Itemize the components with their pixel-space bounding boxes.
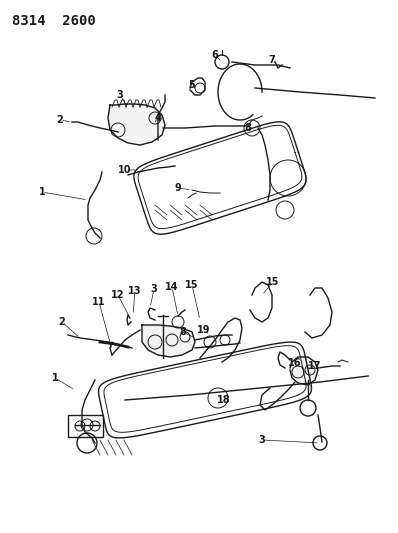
Text: 10: 10 <box>118 165 132 175</box>
Text: 3: 3 <box>259 435 265 445</box>
Text: 17: 17 <box>308 361 322 371</box>
Text: 8: 8 <box>179 327 186 337</box>
Text: 3: 3 <box>117 90 123 100</box>
Polygon shape <box>108 104 165 145</box>
Text: 16: 16 <box>288 358 302 368</box>
Text: 4: 4 <box>155 113 161 123</box>
Text: 19: 19 <box>197 325 211 335</box>
Text: 18: 18 <box>217 395 231 405</box>
Text: 15: 15 <box>266 277 280 287</box>
Polygon shape <box>290 357 318 385</box>
Text: 7: 7 <box>269 55 275 65</box>
Polygon shape <box>142 325 195 357</box>
Text: 2: 2 <box>57 115 63 125</box>
Text: 15: 15 <box>185 280 199 290</box>
Text: 13: 13 <box>128 286 142 296</box>
Text: 3: 3 <box>150 284 157 294</box>
Text: 6: 6 <box>212 50 219 60</box>
Text: 8314  2600: 8314 2600 <box>12 14 96 28</box>
Text: 8: 8 <box>244 123 252 133</box>
Text: 5: 5 <box>189 80 195 90</box>
Text: 11: 11 <box>92 297 106 307</box>
Text: 12: 12 <box>111 290 125 300</box>
Text: 2: 2 <box>59 317 65 327</box>
Text: 14: 14 <box>165 282 179 292</box>
Text: 1: 1 <box>39 187 45 197</box>
Text: 9: 9 <box>175 183 181 193</box>
Text: 1: 1 <box>52 373 59 383</box>
